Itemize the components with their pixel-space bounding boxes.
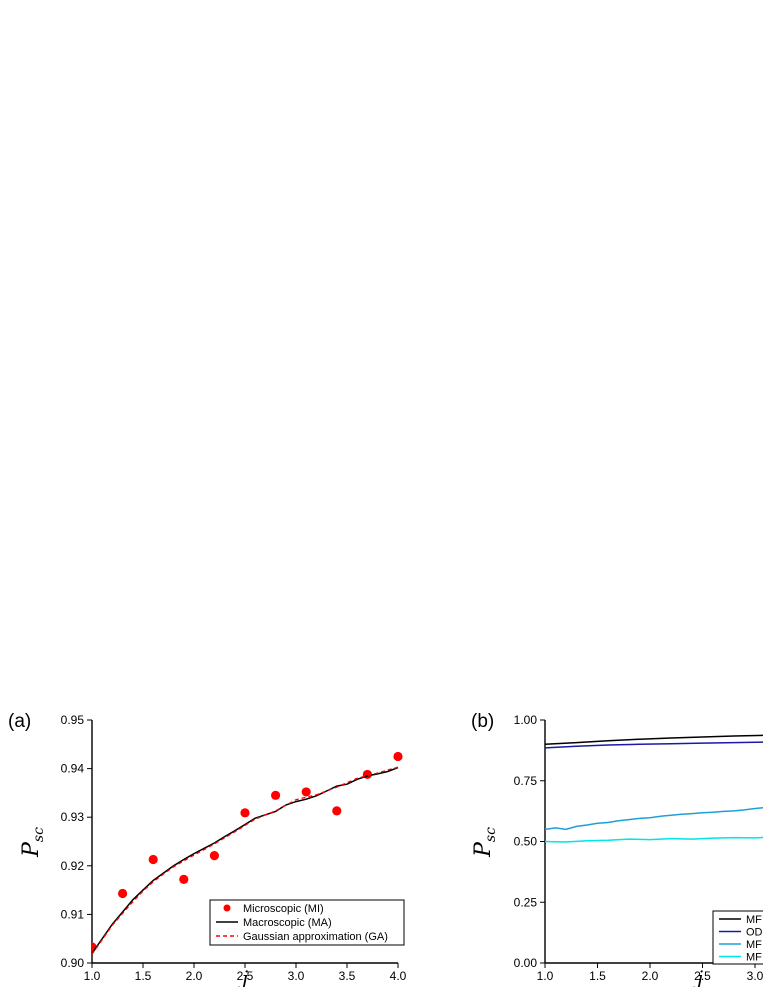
data-point [301,787,311,797]
legend-label: Macroscopic (MA) [243,917,332,929]
y-axis-label: Psc [471,827,499,858]
data-point [393,751,403,762]
x-tick-label: 1.0 [537,969,554,983]
x-tick-label: 4.0 [390,969,407,983]
y-tick-label: 0.95 [61,713,85,727]
x-tick-label: 2.5 [237,969,254,983]
plot-area [545,734,763,843]
series-line [545,806,763,831]
x-axis-label: j [238,966,248,987]
legend-box [209,899,405,946]
legend-label: Gaussian approximation (GA) [243,931,388,943]
panel-label: (b) [471,711,494,732]
y-tick-label: 0.25 [514,895,538,909]
y-tick-label: 0.91 [61,907,85,921]
data-point [148,854,158,865]
legend-label: OD [746,927,763,939]
x-tick-label: 1.0 [84,969,101,983]
legend: Microscopic (MI) Macroscopic (MA) Gaussian… [209,899,405,946]
series-line [545,836,763,843]
legend-marker [223,904,231,912]
plot-area [92,751,403,955]
x-axis-label: j [693,966,703,987]
legend-label: MF [746,939,762,951]
x-tick-label: 3.5 [339,969,356,983]
data-point [209,850,219,861]
y-tick-label: 0.90 [61,956,85,970]
legend-box [712,910,763,965]
x-tick-label: 1.5 [135,969,152,983]
chart-panel-b: (b) 0.00 0.25 0.50 0.75 1.00 1.0 1.5 2.0 2.5 3.0 Ps… [471,711,763,987]
legend-label: MF [746,914,762,926]
series-line [92,766,399,954]
y-tick-label: 0.93 [61,810,85,824]
x-tick-label: 3.0 [288,969,305,983]
y-tick-label: 0.50 [514,835,538,849]
x-tick-label: 2.0 [642,969,659,983]
data-point [271,790,281,800]
chart-panel-a: (a) 0.90 0.91 0.92 0.93 0.94 0.95 1.0 1.5 2.0 2.5 3… [8,711,407,987]
series-line [92,766,399,955]
y-tick-label: 1.00 [514,713,538,727]
y-tick-label: 0.94 [61,762,85,776]
y-tick-label: 0.92 [61,859,85,873]
x-tick-label: 2.5 [694,969,711,983]
panel-label: (a) [8,711,31,732]
x-tick-label: 1.5 [589,969,606,983]
y-tick-label: 0.75 [514,774,538,788]
x-tick-label: 2.0 [186,969,203,983]
data-point [179,874,189,885]
data-point [92,942,97,952]
y-axis-label: Psc [19,827,47,858]
y-tick-label: 0.00 [514,956,538,970]
x-tick-label: 3.0 [747,969,763,983]
legend-label: Microscopic (MI) [243,903,324,915]
data-point [118,888,128,899]
data-point [240,808,250,818]
legend-label: MF [746,952,762,964]
data-point [332,806,342,816]
series-line [545,741,763,749]
series-line [545,734,763,746]
